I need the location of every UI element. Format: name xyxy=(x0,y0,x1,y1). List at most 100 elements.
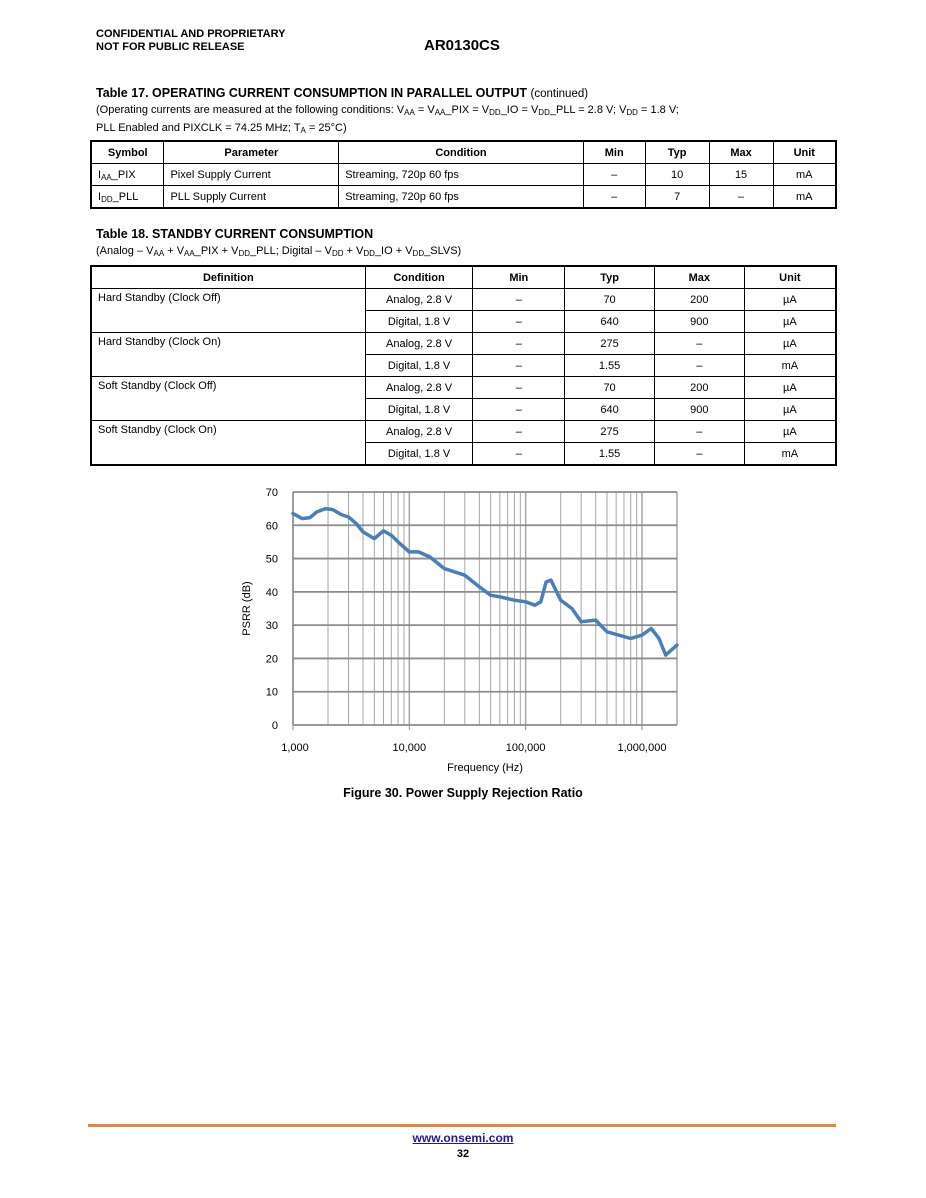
text-segment: (Operating currents are measured at the … xyxy=(96,104,405,116)
column-header: Min xyxy=(472,265,566,289)
table17-note: (Operating currents are measured at the … xyxy=(96,101,679,137)
table18: Definition Condition Min Typ Max Unit Hard St… xyxy=(90,265,837,466)
typ-cell: 275 xyxy=(564,420,655,443)
footer-rule xyxy=(88,1124,836,1127)
condition-cell: Digital, 1.8 V xyxy=(364,310,474,333)
table-row: IDD_PLL PLL Supply Current Streaming, 720p… xyxy=(90,185,837,209)
text-segment: I xyxy=(98,168,102,181)
unit-cell: µA xyxy=(743,420,837,443)
column-header: Unit xyxy=(743,265,837,289)
subscript: DD xyxy=(101,194,113,204)
min-cell: – xyxy=(472,420,566,443)
min-cell: – xyxy=(582,163,646,186)
column-header: Definition xyxy=(90,265,366,289)
plot-area xyxy=(293,492,677,725)
document-title: AR0130CS xyxy=(424,37,500,54)
table17-note-line1: (Operating currents are measured at the … xyxy=(96,101,679,119)
typ-cell: 640 xyxy=(564,398,655,421)
table17-title-suffix: (continued) xyxy=(530,88,589,100)
typ-cell: 275 xyxy=(564,332,655,355)
min-cell: – xyxy=(472,398,566,421)
unit-cell: mA xyxy=(743,354,837,377)
text-segment: _PLL = 2.8 V; V xyxy=(549,104,627,116)
max-cell: – xyxy=(653,442,745,466)
table-row: Hard Standby (Clock Off) Analog, 2.8 V –70… xyxy=(90,288,837,333)
table-row: Hard Standby (Clock On) Analog, 2.8 V –275… xyxy=(90,332,837,377)
subscript: AA xyxy=(184,249,195,258)
unit-cell: µA xyxy=(743,310,837,333)
x-tick-label: 1,000 xyxy=(281,742,309,754)
max-cell: 900 xyxy=(653,398,745,421)
text-segment: _PLL; Digital – V xyxy=(250,245,332,257)
y-tick-label: 70 xyxy=(266,487,278,499)
typ-cell: 7 xyxy=(644,185,710,209)
text-segment: _PIX = V xyxy=(445,104,490,116)
x-tick-label: 100,000 xyxy=(506,742,546,754)
definition-cell: Hard Standby (Clock On) xyxy=(90,332,366,377)
condition-cell: Streaming, 720p 60 fps xyxy=(338,163,584,186)
unit-cell: mA xyxy=(772,163,837,186)
y-tick-label: 40 xyxy=(266,587,278,599)
unit-cell: mA xyxy=(743,442,837,466)
typ-cell: 1.55 xyxy=(564,354,655,377)
subscript: AA xyxy=(101,172,112,182)
typ-cell: 10 xyxy=(644,163,710,186)
table-row: Digital, 1.8 V –1.55– mA xyxy=(91,442,837,466)
condition-cell: Streaming, 720p 60 fps xyxy=(338,185,584,209)
unit-cell: µA xyxy=(743,288,837,311)
website-link[interactable]: www.onsemi.com xyxy=(412,1131,514,1145)
x-axis-label: Frequency (Hz) xyxy=(447,762,523,774)
y-tick-label: 60 xyxy=(266,520,278,532)
max-cell: – xyxy=(653,354,745,377)
table18-title: Table 18. STANDBY CURRENT CONSUMPTION xyxy=(96,227,374,241)
confidentiality-notice: CONFIDENTIAL AND PROPRIETARY NOT FOR PUB… xyxy=(96,28,285,54)
max-cell: 15 xyxy=(708,163,774,186)
column-header: Typ xyxy=(564,265,655,289)
unit-cell: µA xyxy=(743,376,837,399)
table-row: IAA_PIX Pixel Supply Current Streaming, 72… xyxy=(90,163,837,186)
condition-cell: Analog, 2.8 V xyxy=(364,332,474,355)
condition-cell: Analog, 2.8 V xyxy=(364,376,474,399)
min-cell: – xyxy=(472,376,566,399)
min-cell: – xyxy=(472,332,566,355)
max-cell: – xyxy=(708,185,774,209)
max-cell: 200 xyxy=(653,376,745,399)
subscript: AA xyxy=(153,249,165,258)
x-tick-label: 10,000 xyxy=(392,742,426,754)
text-segment: _PIX xyxy=(111,168,136,181)
subscript: AA xyxy=(434,108,446,117)
figure-caption: Figure 30. Power Supply Rejection Ratio xyxy=(343,786,583,800)
definition-cell: Soft Standby (Clock On) xyxy=(90,420,366,466)
subscript: DD xyxy=(489,108,501,117)
column-header: Typ xyxy=(644,140,710,164)
table18-header-row: Definition Condition Min Typ Max Unit xyxy=(90,265,837,289)
y-tick-label: 50 xyxy=(266,554,278,566)
condition-cell: Digital, 1.8 V xyxy=(364,354,474,377)
unit-cell: µA xyxy=(743,398,837,421)
column-header: Parameter xyxy=(163,140,340,164)
text-segment: + V xyxy=(164,245,185,257)
definition-cell: Soft Standby (Clock Off) xyxy=(90,376,366,421)
psrr-chart: 0 10 20 30 40 50 60 70 1,000 10,000 100,000 1,000,0… xyxy=(241,487,679,774)
text-segment: = 1.8 V; xyxy=(637,104,679,116)
y-tick-label: 0 xyxy=(272,720,278,732)
table-row: Digital, 1.8 V –640 900 µA xyxy=(91,398,837,421)
min-cell: – xyxy=(472,310,566,333)
column-header: Max xyxy=(653,265,745,289)
min-cell: – xyxy=(472,288,566,311)
column-header: Symbol xyxy=(90,140,165,164)
table17-header-row: Symbol Parameter Condition Min Typ Max Unit xyxy=(90,140,837,164)
subscript: DD xyxy=(238,249,250,258)
condition-cell: Digital, 1.8 V xyxy=(364,442,474,466)
table-row: Soft Standby (Clock Off) Analog, 2.8 V –70… xyxy=(90,376,837,421)
confidential-line: CONFIDENTIAL AND PROPRIETARY xyxy=(96,28,286,40)
definition-cell: Hard Standby (Clock Off) xyxy=(90,288,366,333)
subscript: DD xyxy=(538,108,550,117)
unit-cell: µA xyxy=(743,332,837,355)
text-segment: (Analog – V xyxy=(96,245,154,257)
text-segment: _PIX + V xyxy=(194,245,239,257)
subscript: DD xyxy=(626,108,638,117)
text-segment: _IO + V xyxy=(374,245,413,257)
text-segment: = V xyxy=(414,104,435,116)
